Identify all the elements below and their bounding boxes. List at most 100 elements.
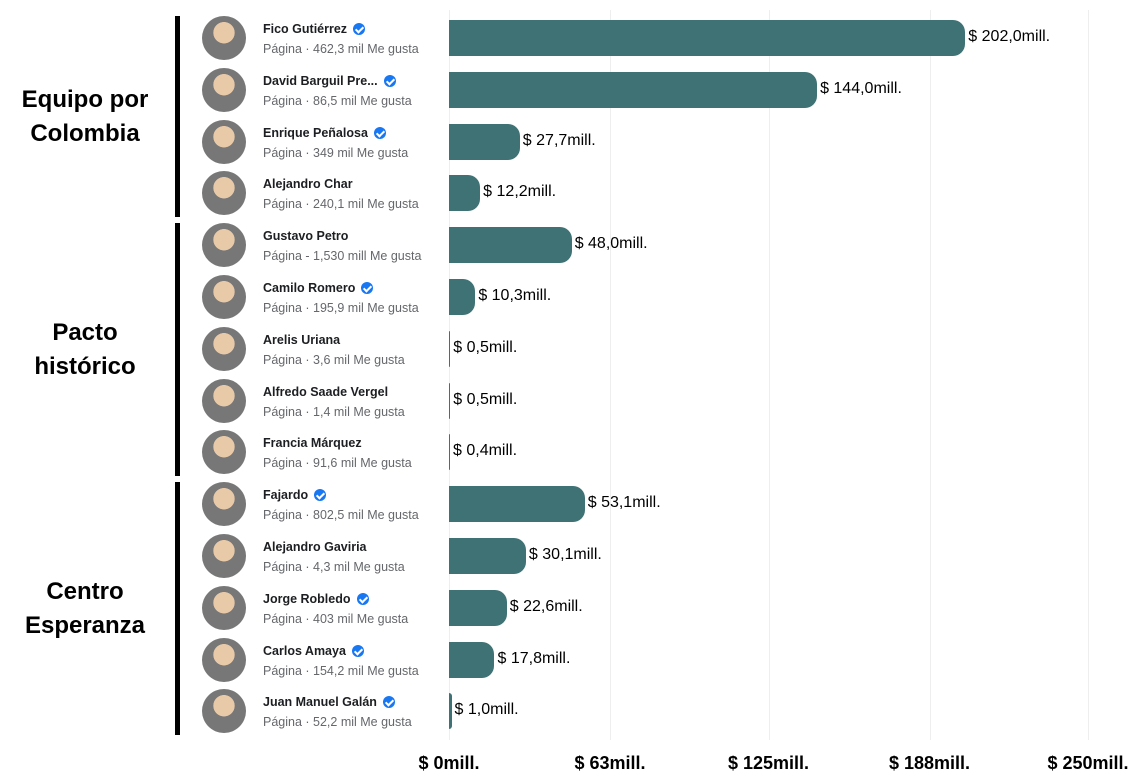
name-text: Francia Márquez [263,436,362,451]
name-text: Alfredo Saade Vergel [263,384,389,399]
group-label: Pacto histórico [34,318,136,380]
avatar [202,275,246,319]
verified-badge [356,592,369,605]
value-label: $ 144,0mill. [820,79,902,97]
grid-line [610,10,612,740]
name-text: Enrique Peñalosa [263,125,368,140]
bar [449,486,585,523]
bar [449,330,451,367]
bar [449,589,507,626]
name-text: Carlos Amaya [263,643,346,658]
page-name: Francia Márquez [263,436,362,450]
bar [449,20,966,56]
avatar [202,326,246,371]
name-text: Juan Manuel Galán [263,695,377,710]
value-label: $ 53,1mill. [587,494,661,512]
page-name: Fajardo [263,488,327,503]
group-label: Equipo por Colombia [21,85,149,147]
page-subtitle: Página · 4,3 mil Me gusta [263,560,405,574]
x-tick-label: $ 188mill. [888,753,971,773]
grid-line [929,10,931,740]
value-label: $ 0,5mill. [453,338,518,356]
bar [449,641,495,678]
name-text: Jorge Robledo [263,591,351,606]
group-bracket [175,16,180,218]
avatar [202,689,246,734]
name-text: Gustavo Petro [263,229,349,244]
page-name: Alfredo Saade Vergel [263,385,388,399]
page-subtitle: Página · 154,2 mil Me gusta [263,663,419,678]
bar [449,71,818,108]
bar [449,175,481,212]
verified-badge [373,126,386,139]
page-name: Arelis Uriana [263,333,340,347]
value-label: $ 30,1mill. [528,546,602,563]
x-tick-label: $ 250mill. [1047,753,1129,773]
page-name: Fico Gutiérrez [263,22,366,36]
page-name: Camilo Romero [263,281,374,295]
name-text: David Barguil Pre... [263,73,378,88]
page-name: David Barguil Pre... [263,74,396,88]
value-label: $ 12,2mill. [483,183,557,201]
bar [449,693,452,730]
page-subtitle: Página · 403 mil Me gusta [263,611,409,626]
avatar [202,482,246,527]
avatar [202,67,246,112]
grid-line [449,10,450,740]
bar [449,538,526,574]
name-text: Alejandro Gaviria [263,540,367,554]
name-text: Alejandro Char [263,177,353,192]
avatar [202,171,246,216]
avatar [202,430,246,475]
page-name: Alejandro Gaviria [263,540,367,554]
bar [449,434,451,471]
value-label: $ 17,8mill. [497,649,571,667]
page-subtitle: Página · 802,5 mil Me gusta [263,508,419,523]
page-subtitle: Página - 1,530 mill Me gusta [263,249,422,264]
avatar [202,637,246,682]
page-subtitle: Página · 91,6 mil Me gusta [263,456,412,471]
value-label: $ 202,0mill. [968,28,1051,45]
value-label: $ 10,3mill. [478,287,552,304]
avatar [202,223,246,268]
x-tick-label: $ 0mill. [418,753,480,773]
group-bracket [175,223,180,477]
value-label: $ 1,0mill. [454,701,519,719]
x-tick-label: $ 125mill. [727,753,810,773]
bar [449,227,572,264]
page-subtitle: Página · 52,2 mil Me gusta [263,715,412,730]
verified-badge [351,644,364,657]
avatar [202,16,246,60]
name-text: Fajardo [263,488,309,503]
page-name: Jorge Robledo [263,592,369,606]
page-name: Gustavo Petro [263,229,348,243]
value-label: $ 0,5mill. [453,390,518,408]
page-name: Enrique Peñalosa [263,126,386,140]
page-name: Carlos Amaya [263,644,364,658]
page-name: Alejandro Char [263,177,353,191]
page-subtitle: Página · 1,4 mil Me gusta [263,404,405,419]
bar [449,382,451,419]
page-name: Juan Manuel Galán [263,695,395,709]
name-text: Camilo Romero [263,281,356,295]
name-text: Arelis Uriana [263,332,341,347]
avatar [202,585,246,630]
bar [449,279,476,315]
bar [449,123,520,160]
value-label: $ 0,4mill. [453,442,518,460]
page-subtitle: Página · 240,1 mil Me gusta [263,197,419,212]
verified-badge [314,489,327,502]
page-subtitle: Página · 86,5 mil Me gusta [263,93,412,108]
page-subtitle: Página · 195,9 mil Me gusta [263,301,419,315]
grid-line [768,10,770,740]
group-bracket [175,482,180,736]
grid-line [1088,10,1089,740]
verified-badge [353,23,366,35]
page-subtitle: Página · 462,3 mil Me gusta [263,42,419,56]
group-label: Centro Esperanza [24,577,146,639]
value-label: $ 48,0mill. [574,235,648,253]
verified-badge [383,74,396,87]
value-label: $ 27,7mill. [522,131,596,149]
value-label: $ 22,6mill. [509,597,583,615]
